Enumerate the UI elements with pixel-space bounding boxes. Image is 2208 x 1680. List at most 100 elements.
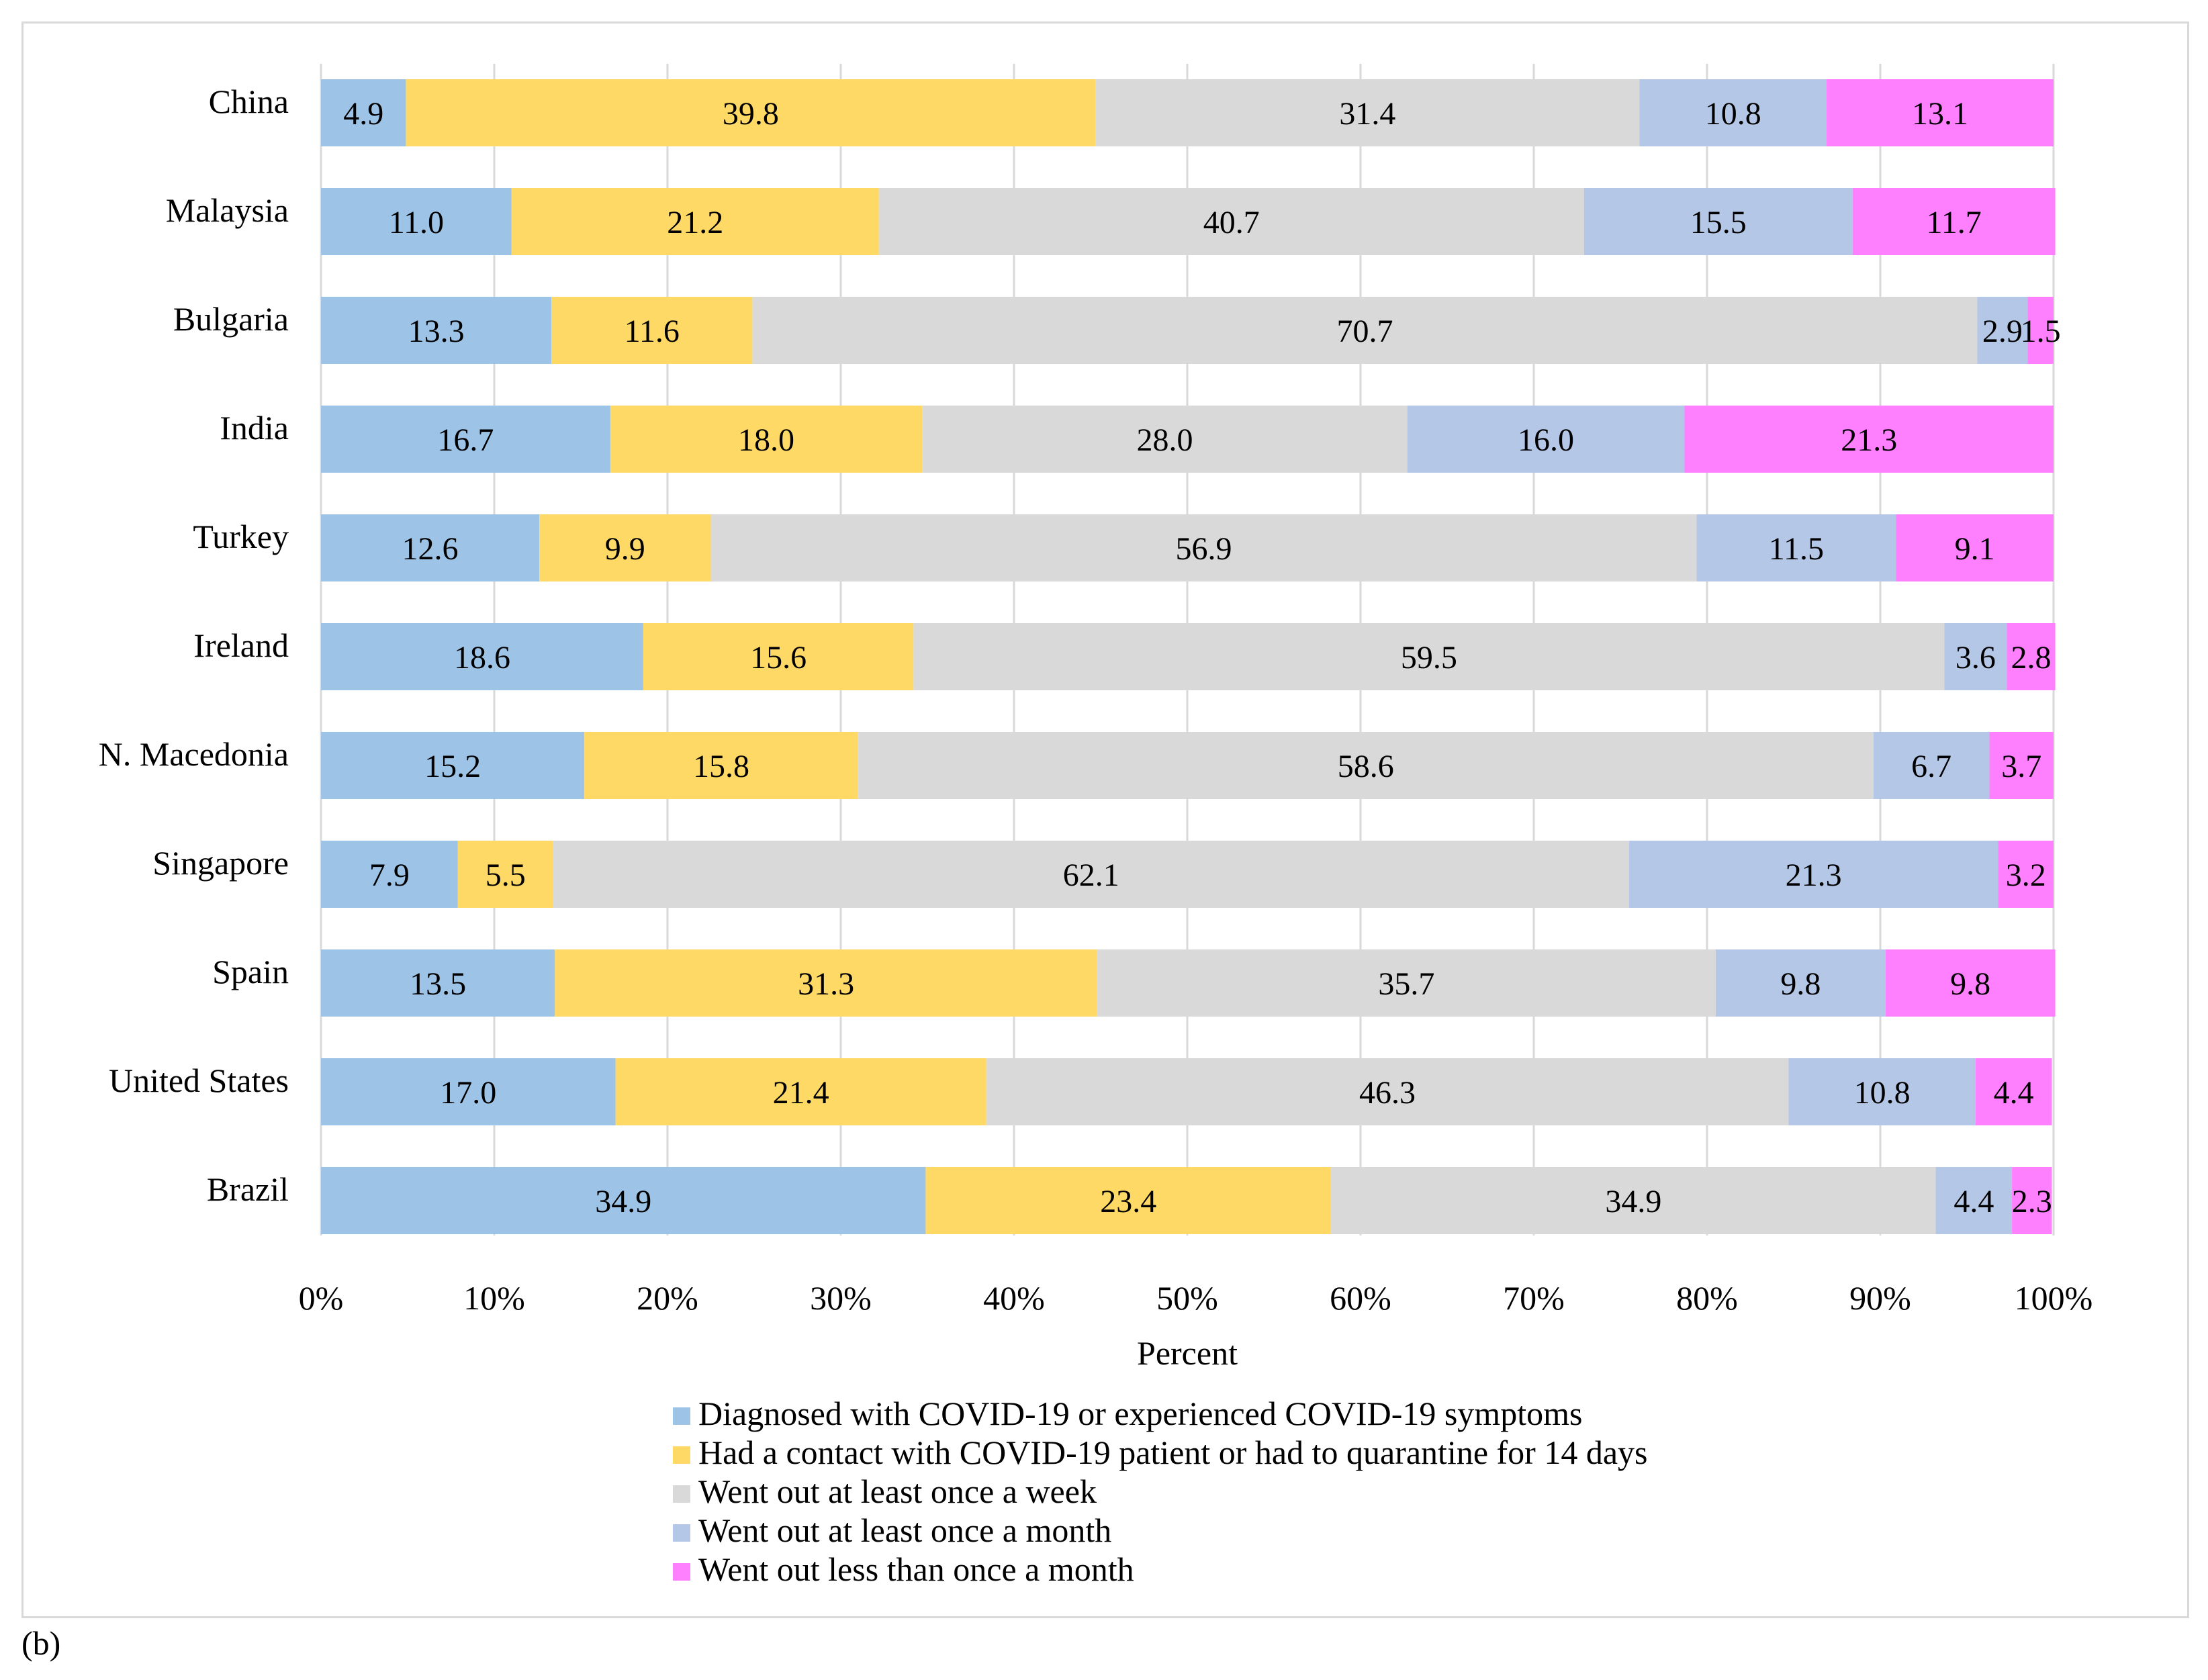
bar-segment xyxy=(584,732,858,799)
category-label: China xyxy=(209,83,289,120)
data-label: 13.1 xyxy=(1912,96,1968,132)
bar-segment xyxy=(551,297,753,364)
x-tick-label: 100% xyxy=(2015,1279,2093,1317)
data-label: 21.2 xyxy=(667,205,723,240)
data-label: 6.7 xyxy=(1911,749,1951,784)
legend-label: Went out at least once a week xyxy=(698,1473,1097,1510)
bar-segment xyxy=(321,949,555,1017)
x-tick-label: 70% xyxy=(1503,1279,1565,1317)
category-label: Brazil xyxy=(207,1170,289,1208)
bar-segment xyxy=(321,406,610,473)
data-label: 4.4 xyxy=(1953,1184,1994,1219)
data-label: 34.9 xyxy=(595,1184,651,1219)
legend-swatch xyxy=(673,1563,690,1581)
data-label: 10.8 xyxy=(1705,96,1761,132)
data-label: 7.9 xyxy=(369,857,410,893)
data-label: 58.6 xyxy=(1338,749,1394,784)
bar-segment xyxy=(1998,841,2054,908)
bar-segment xyxy=(2007,623,2056,690)
x-tick-label: 90% xyxy=(1849,1279,1911,1317)
x-tick-label: 50% xyxy=(1156,1279,1218,1317)
data-label: 46.3 xyxy=(1359,1075,1416,1111)
data-label: 21.3 xyxy=(1786,857,1842,893)
category-label: India xyxy=(220,409,289,447)
category-label: Singapore xyxy=(152,844,289,882)
data-label: 2.9 xyxy=(1982,314,2023,349)
data-label: 16.7 xyxy=(437,422,494,458)
bar-segment xyxy=(1097,949,1716,1017)
bar-segment xyxy=(553,841,1629,908)
x-axis-title: Percent xyxy=(1137,1334,1238,1372)
data-label: 11.5 xyxy=(1769,531,1824,567)
legend-label: Had a contact with COVID-19 patient or h… xyxy=(698,1434,1647,1471)
data-label: 10.8 xyxy=(1854,1075,1911,1111)
data-label: 21.3 xyxy=(1841,422,1897,458)
bar-segment xyxy=(643,623,914,690)
bar-segment xyxy=(1639,79,1827,146)
bar-segment xyxy=(1331,1167,1936,1234)
category-label: United States xyxy=(109,1062,289,1099)
data-label: 15.6 xyxy=(750,640,807,675)
data-label: 4.4 xyxy=(1994,1075,2034,1111)
bar-segment xyxy=(1944,623,2007,690)
bar-segment xyxy=(1873,732,1990,799)
bar-segment xyxy=(406,79,1096,146)
bar-segment xyxy=(615,1058,986,1125)
data-label: 12.6 xyxy=(402,531,459,567)
data-label: 15.8 xyxy=(693,749,749,784)
data-label: 13.5 xyxy=(410,966,466,1002)
category-label: Malaysia xyxy=(166,191,289,229)
data-label: 40.7 xyxy=(1203,205,1260,240)
bar-segment xyxy=(1696,514,1896,581)
data-label: 31.4 xyxy=(1339,96,1395,132)
bar-segment xyxy=(1852,188,2056,255)
legend-swatch xyxy=(673,1407,690,1425)
data-label: 59.5 xyxy=(1401,640,1457,675)
bar-segment xyxy=(913,623,1945,690)
legend-label: Diagnosed with COVID-19 or experienced C… xyxy=(698,1395,1582,1432)
bar-segment xyxy=(1628,841,1998,908)
legend-swatch xyxy=(673,1446,690,1464)
data-label: 15.2 xyxy=(424,749,481,784)
data-label: 13.3 xyxy=(408,314,465,349)
x-tick-label: 30% xyxy=(810,1279,872,1317)
data-label: 70.7 xyxy=(1336,314,1393,349)
chart-frame xyxy=(21,21,2189,1618)
bar-segment xyxy=(610,406,923,473)
data-label: 28.0 xyxy=(1136,422,1193,458)
bar-segment xyxy=(321,623,643,690)
data-label: 23.4 xyxy=(1100,1184,1156,1219)
legend-label: Went out less than once a month xyxy=(698,1550,1134,1588)
bar-segment xyxy=(321,297,552,364)
data-label: 11.6 xyxy=(625,314,680,349)
bar-segment xyxy=(511,188,879,255)
category-label: N. Macedonia xyxy=(99,735,289,773)
bar-segment xyxy=(878,188,1584,255)
legend-label: Went out at least once a month xyxy=(698,1511,1111,1549)
data-label: 11.7 xyxy=(1927,205,1982,240)
data-label: 9.1 xyxy=(1955,531,1995,567)
category-label: Ireland xyxy=(193,626,289,664)
category-label: Turkey xyxy=(193,518,289,555)
bar-segment xyxy=(1935,1167,2013,1234)
bar-segment xyxy=(457,841,553,908)
data-label: 34.9 xyxy=(1605,1184,1661,1219)
bar-segment xyxy=(1407,406,1685,473)
data-label: 3.6 xyxy=(1956,640,1996,675)
data-label: 39.8 xyxy=(723,96,779,132)
data-label: 2.3 xyxy=(2012,1184,2052,1219)
data-label: 3.7 xyxy=(2001,749,2041,784)
bar-segment xyxy=(1896,514,2054,581)
data-label: 5.5 xyxy=(486,857,526,893)
legend-swatch xyxy=(673,1485,690,1503)
bar-segment xyxy=(922,406,1408,473)
bar-segment xyxy=(321,841,458,908)
x-tick-label: 0% xyxy=(299,1279,344,1317)
bar-segment xyxy=(321,1167,926,1234)
category-label: Bulgaria xyxy=(173,300,289,338)
bar-segment xyxy=(321,514,540,581)
x-tick-label: 80% xyxy=(1676,1279,1738,1317)
bar-segment xyxy=(858,732,1874,799)
data-label: 4.9 xyxy=(343,96,383,132)
bar-segment xyxy=(1095,79,1640,146)
